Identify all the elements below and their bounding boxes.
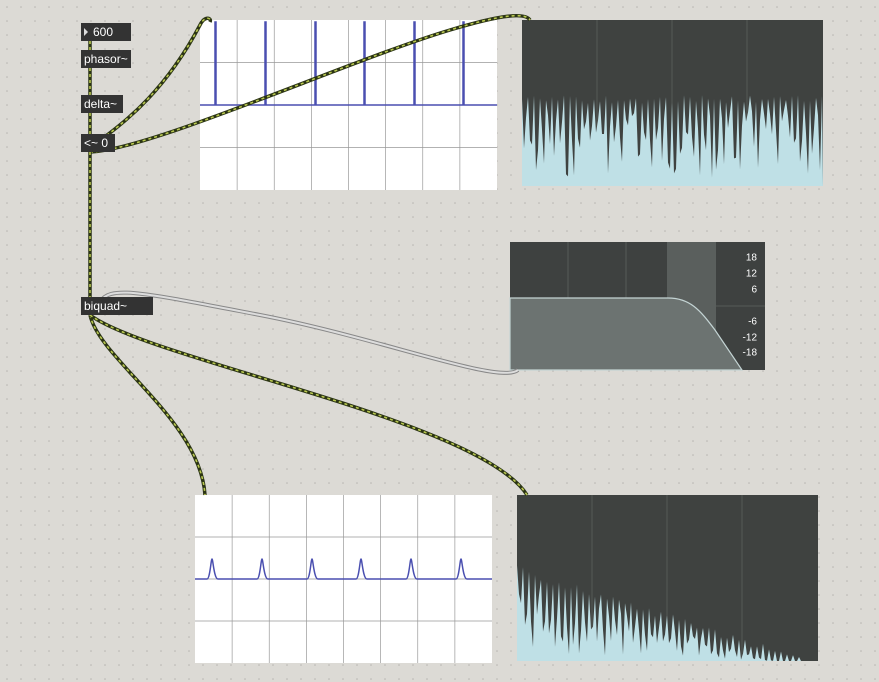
number-value: 600	[93, 25, 113, 39]
filtergraph[interactable]: 18 12 6 -6 -12 -18	[509, 242, 765, 371]
scope-bottom[interactable]	[195, 495, 492, 663]
object-label: biquad~	[84, 299, 127, 313]
gain-label: 6	[751, 285, 757, 296]
spectroscope-bottom[interactable]	[517, 495, 818, 661]
cord	[89, 314, 206, 496]
object-label: phasor~	[84, 52, 128, 66]
object-box[interactable]: phasor~	[81, 50, 131, 68]
spectroscope-top[interactable]	[522, 20, 823, 186]
patch-cords	[88, 13, 532, 496]
gain-label: -6	[748, 317, 757, 328]
gain-label: -18	[743, 348, 758, 359]
object-box[interactable]: biquad~	[81, 297, 153, 315]
object-label: delta~	[84, 97, 117, 111]
gain-label: -12	[743, 333, 758, 344]
number-box[interactable]: 600	[81, 23, 131, 41]
cord	[89, 314, 528, 496]
object-box[interactable]: delta~	[81, 95, 123, 113]
cord	[89, 14, 531, 153]
object-box[interactable]: <~ 0	[81, 134, 115, 152]
object-label: <~ 0	[84, 136, 108, 150]
gain-label: 18	[746, 253, 758, 264]
gain-label: 12	[746, 269, 758, 280]
